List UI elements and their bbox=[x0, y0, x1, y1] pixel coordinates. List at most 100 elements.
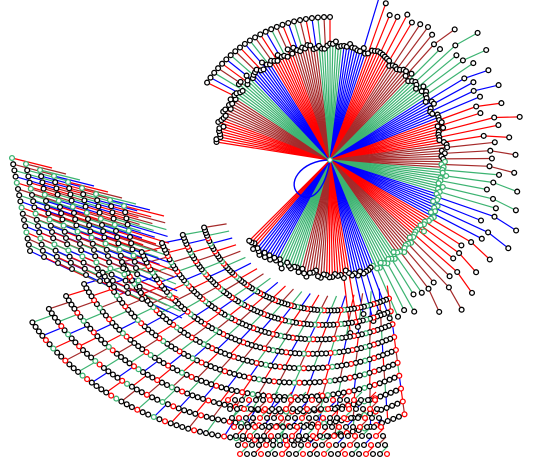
node bbox=[68, 301, 75, 308]
node bbox=[311, 379, 318, 386]
edge bbox=[74, 300, 96, 310]
edge bbox=[125, 211, 166, 224]
node bbox=[91, 297, 98, 304]
node bbox=[237, 78, 244, 85]
node bbox=[8, 154, 16, 162]
edge bbox=[393, 251, 423, 294]
edge bbox=[84, 199, 125, 213]
node bbox=[303, 405, 311, 413]
node bbox=[227, 96, 234, 103]
node bbox=[111, 221, 118, 228]
node bbox=[167, 420, 174, 427]
node bbox=[458, 306, 465, 313]
node bbox=[269, 441, 277, 449]
edge bbox=[126, 217, 167, 231]
node bbox=[480, 132, 487, 139]
node bbox=[65, 331, 72, 338]
edge bbox=[171, 374, 187, 388]
node bbox=[246, 37, 253, 44]
node bbox=[89, 240, 96, 247]
node bbox=[81, 197, 88, 204]
edge bbox=[104, 333, 124, 344]
edge bbox=[104, 236, 145, 253]
node bbox=[276, 363, 283, 370]
node bbox=[148, 329, 155, 336]
edge bbox=[65, 350, 85, 362]
edge bbox=[150, 294, 170, 305]
node bbox=[394, 313, 402, 320]
node-layer bbox=[8, 0, 523, 458]
edge bbox=[101, 224, 143, 239]
node bbox=[476, 93, 484, 100]
node bbox=[354, 414, 362, 422]
edge bbox=[204, 223, 227, 229]
node bbox=[128, 240, 135, 247]
node bbox=[354, 323, 361, 330]
node bbox=[445, 284, 452, 291]
node bbox=[346, 374, 354, 381]
node bbox=[220, 123, 227, 130]
node bbox=[417, 21, 424, 28]
edge bbox=[117, 365, 135, 379]
node bbox=[53, 185, 60, 192]
edge bbox=[118, 242, 159, 259]
node bbox=[48, 310, 55, 317]
node bbox=[319, 414, 327, 422]
node bbox=[264, 450, 272, 458]
edge bbox=[119, 249, 160, 265]
node bbox=[27, 185, 34, 192]
edge bbox=[77, 361, 97, 373]
node bbox=[381, 441, 389, 449]
node bbox=[335, 423, 343, 431]
node bbox=[290, 441, 298, 449]
node bbox=[96, 361, 103, 368]
node bbox=[319, 392, 326, 399]
node bbox=[386, 57, 393, 64]
node bbox=[344, 432, 352, 440]
node bbox=[126, 233, 134, 241]
node bbox=[299, 265, 306, 272]
node bbox=[86, 222, 93, 229]
node bbox=[234, 441, 242, 449]
node bbox=[88, 354, 95, 361]
node bbox=[32, 323, 39, 330]
node bbox=[95, 271, 102, 278]
node bbox=[443, 172, 450, 180]
node bbox=[470, 87, 477, 94]
edge bbox=[53, 175, 95, 187]
edge bbox=[455, 32, 478, 46]
node bbox=[16, 192, 23, 199]
edge bbox=[208, 267, 228, 278]
node bbox=[314, 273, 322, 280]
node bbox=[257, 437, 264, 444]
node bbox=[130, 363, 138, 370]
edge bbox=[90, 230, 131, 247]
node bbox=[77, 313, 84, 320]
edge bbox=[181, 359, 197, 374]
edge bbox=[63, 225, 104, 241]
edge bbox=[115, 230, 157, 245]
node bbox=[446, 273, 453, 280]
edge bbox=[210, 237, 233, 245]
node bbox=[266, 396, 274, 404]
node bbox=[371, 368, 378, 375]
node bbox=[259, 396, 267, 404]
node bbox=[315, 396, 323, 404]
node bbox=[255, 376, 263, 383]
node bbox=[82, 271, 90, 279]
edge bbox=[14, 169, 55, 183]
node bbox=[125, 227, 132, 234]
node bbox=[172, 345, 179, 353]
node bbox=[47, 222, 54, 229]
node bbox=[241, 40, 248, 47]
node bbox=[343, 361, 350, 368]
node bbox=[209, 415, 216, 422]
node bbox=[295, 432, 303, 440]
node bbox=[81, 280, 88, 288]
node bbox=[283, 441, 291, 449]
node bbox=[123, 380, 131, 387]
node bbox=[324, 405, 332, 413]
node bbox=[38, 241, 45, 248]
node bbox=[79, 372, 86, 379]
node bbox=[222, 112, 229, 119]
